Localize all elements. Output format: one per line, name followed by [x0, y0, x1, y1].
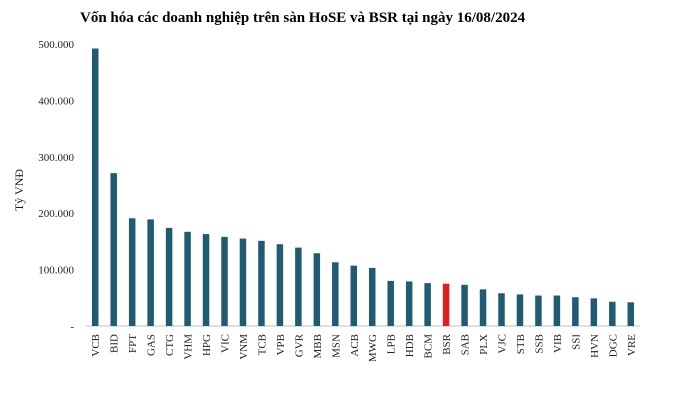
x-tick-label: MWG	[367, 334, 379, 362]
bar-lpb	[387, 280, 394, 326]
x-tick-label: VHM	[183, 334, 195, 360]
category-labels: VCB BID FPT GAS CTG VHM HPG VIC VNM TCB VPB GVR MBB M…	[90, 333, 638, 362]
x-tick-label: VJC	[497, 334, 509, 354]
bar-vcb	[91, 48, 99, 327]
x-tick-label: VNM	[238, 334, 250, 360]
x-tick-label: VCB	[90, 334, 102, 357]
bar-fpt	[128, 218, 136, 326]
bar-vpb	[276, 244, 284, 326]
x-tick-label: BID	[109, 334, 121, 353]
chart-title: Vốn hóa các doanh nghiệp trên sàn HoSE v…	[80, 10, 526, 26]
bar-stb	[516, 294, 524, 326]
bar-vnm	[239, 238, 247, 326]
y-axis-label: Tỷ VNĐ	[12, 169, 26, 211]
bar-acb	[350, 265, 358, 326]
bar-vib	[553, 295, 561, 326]
x-tick-label: MBB	[312, 334, 324, 358]
bar-ssi	[572, 297, 579, 326]
bar-ctg	[165, 227, 173, 326]
x-tick-label: FPT	[127, 334, 139, 353]
y-tick-label: -	[70, 321, 74, 333]
x-tick-label: VIC	[220, 334, 232, 353]
x-tick-label: GAS	[146, 334, 158, 356]
x-tick-label: TCB	[256, 334, 268, 355]
x-tick-label: HPG	[201, 334, 213, 356]
bar-vic	[221, 236, 228, 326]
bar-hpg	[202, 234, 210, 326]
x-tick-label: CTG	[164, 334, 176, 356]
x-tick-label: VRE	[626, 334, 638, 356]
x-tick-label: VIB	[552, 334, 564, 353]
bar-plx	[479, 289, 487, 326]
bar-bid	[110, 173, 117, 326]
x-tick-label: BCM	[423, 334, 435, 359]
bar-mbb	[313, 253, 321, 326]
bar-tcb	[258, 240, 265, 326]
bars	[91, 48, 635, 327]
y-axis: - 100.000 200.000 300.000 400.000 500.000	[38, 39, 74, 333]
x-tick-label: SSI	[570, 334, 582, 350]
x-tick-label: VPB	[275, 334, 287, 355]
x-tick-label: PLX	[478, 334, 490, 355]
y-tick-label: 300.000	[38, 152, 74, 164]
x-tick-label: BSR	[441, 333, 453, 354]
bar-gvr	[295, 247, 302, 326]
bar-vre	[627, 302, 635, 326]
x-tick-label: SAB	[460, 334, 472, 355]
y-tick-label: 400.000	[38, 95, 74, 107]
bar-msn	[332, 262, 339, 326]
bar-bsr	[442, 283, 450, 326]
bar-dgc	[609, 301, 616, 326]
x-tick-label: STB	[515, 334, 527, 354]
bar-mwg	[368, 267, 376, 326]
x-tick-label: DGC	[607, 334, 619, 357]
bar-vjc	[498, 293, 505, 326]
y-tick-label: 200.000	[38, 208, 74, 220]
bar-hdb	[405, 281, 413, 326]
y-tick-label: 100.000	[38, 265, 74, 277]
x-tick-label: MSN	[330, 334, 342, 358]
x-tick-label: ACB	[349, 334, 361, 357]
bar-sab	[461, 284, 468, 326]
bar-gas	[147, 219, 154, 326]
x-tick-label: LPB	[386, 334, 398, 354]
x-tick-label: GVR	[293, 333, 305, 357]
x-tick-label: HDB	[404, 334, 416, 357]
bar-hvn	[590, 298, 598, 326]
y-tick-label: 500.000	[38, 39, 74, 51]
bar-bcm	[424, 283, 431, 326]
bar-vhm	[184, 231, 191, 326]
x-tick-label: HVN	[589, 334, 601, 358]
bar-ssb	[535, 295, 542, 326]
x-tick-label: SSB	[533, 334, 545, 354]
